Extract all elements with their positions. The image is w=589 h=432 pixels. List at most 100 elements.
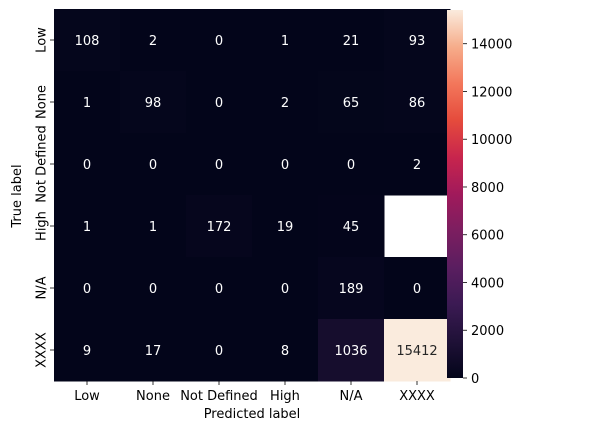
heatmap-cell <box>54 319 121 382</box>
heatmap-cell <box>318 195 385 258</box>
heatmap-cell <box>186 257 253 320</box>
heatmap-cells <box>54 9 451 382</box>
x-axis-title: Predicted label <box>204 407 301 422</box>
heatmap-cell-value: 0 <box>281 158 289 173</box>
x-tick-label: N/A <box>340 389 363 404</box>
heatmap-cell <box>186 319 253 382</box>
heatmap-cell-value: 0 <box>149 158 157 173</box>
heatmap-cell <box>120 319 187 382</box>
x-axis-ticks: Low None Not Defined High N/A XXXX <box>74 381 435 404</box>
colorbar-tick-label: 12000 <box>471 85 512 100</box>
heatmap-cell-value: 21 <box>343 34 360 49</box>
colorbar-tick-label: 2000 <box>471 324 504 339</box>
heatmap-cell-value: 189 <box>339 282 364 297</box>
y-tick-label: Low <box>35 27 50 53</box>
heatmap-cell <box>318 319 385 382</box>
y-tick-label: High <box>35 211 50 241</box>
heatmap-cell-value: 1 <box>149 220 157 235</box>
heatmap-cell-value: 0 <box>215 96 223 111</box>
heatmap-cell-value: 0 <box>215 34 223 49</box>
heatmap-cell-value: 93 <box>409 34 426 49</box>
heatmap-cell-value: 0 <box>215 344 223 359</box>
heatmap-cell-value: 19 <box>277 220 294 235</box>
heatmap-cell-value: 17 <box>145 344 162 359</box>
heatmap-cell <box>252 9 319 72</box>
colorbar-tick-label: 10000 <box>471 133 512 148</box>
heatmap-cell <box>120 133 187 196</box>
y-tick-label: N/A <box>35 276 50 299</box>
heatmap-cell-value: 65 <box>343 96 360 111</box>
x-tick-label: None <box>136 389 170 404</box>
heatmap-cell <box>120 9 187 72</box>
heatmap-cell-value: 86 <box>409 96 426 111</box>
heatmap-cell <box>120 257 187 320</box>
heatmap-cell <box>384 319 451 382</box>
y-axis-title: True label <box>10 164 25 228</box>
heatmap-cell <box>252 71 319 134</box>
heatmap-cell <box>252 257 319 320</box>
heatmap-cell <box>252 319 319 382</box>
heatmap-cell <box>252 133 319 196</box>
colorbar-tick-label: 0 <box>471 372 479 387</box>
heatmap-cell-value: 0 <box>413 282 421 297</box>
heatmap-cell-value: 0 <box>149 282 157 297</box>
heatmap-cell <box>318 9 385 72</box>
heatmap-cell-value: 172 <box>207 220 232 235</box>
heatmap-cell <box>186 9 253 72</box>
heatmap-cell <box>318 71 385 134</box>
heatmap-cell-value: 2 <box>149 34 157 49</box>
heatmap-cell <box>120 195 187 258</box>
heatmap-cell-value: 9 <box>83 344 91 359</box>
colorbar-tick-label: 8000 <box>471 181 504 196</box>
colorbar <box>447 10 463 378</box>
y-tick-label: Not Defined <box>35 125 50 203</box>
heatmap-cell-value: 0 <box>83 282 91 297</box>
heatmap-cell-value: 8 <box>281 344 289 359</box>
x-tick-label: XXXX <box>399 389 435 404</box>
heatmap-cell <box>384 257 451 320</box>
heatmap-cell <box>54 133 121 196</box>
heatmap-cell-value: 45 <box>343 220 360 235</box>
y-axis-ticks: Low None Not Defined High N/A XXXX <box>35 27 54 368</box>
heatmap-cell <box>54 71 121 134</box>
heatmap-cell <box>186 133 253 196</box>
heatmap-cell <box>384 71 451 134</box>
heatmap-cell-value: 2 <box>281 96 289 111</box>
heatmap-cell <box>120 71 187 134</box>
colorbar-tick-label: 14000 <box>471 38 512 53</box>
heatmap-cell <box>384 9 451 72</box>
heatmap-cell-value: 0 <box>83 158 91 173</box>
x-tick-label: Low <box>74 389 100 404</box>
heatmap-cell-value: 0 <box>347 158 355 173</box>
heatmap-cell <box>384 133 451 196</box>
heatmap-cell-value: 1 <box>83 96 91 111</box>
heatmap-cell <box>318 133 385 196</box>
heatmap-cell-value: 2 <box>413 158 421 173</box>
heatmap-cell <box>186 71 253 134</box>
heatmap-cell-value: 1036 <box>334 344 367 359</box>
heatmap-cell <box>54 257 121 320</box>
heatmap-cell <box>54 9 121 72</box>
heatmap-cell-value: 98 <box>145 96 162 111</box>
colorbar-ticks: 0 2000 4000 6000 8000 10000 12000 14000 <box>463 38 512 387</box>
colorbar-tick-label: 6000 <box>471 229 504 244</box>
x-tick-label: Not Defined <box>180 389 258 404</box>
heatmap-cell-value: 15412 <box>396 344 437 359</box>
heatmap-cell-value: 1 <box>281 34 289 49</box>
heatmap-cell <box>318 257 385 320</box>
heatmap-cell-value: 0 <box>215 158 223 173</box>
heatmap-cell-labels: 108 2 0 1 21 931 98 0 2 65 860 0 0 0 0 21 1 172 19 450 0 0 0 18… <box>75 34 438 359</box>
heatmap-cell-value: 1 <box>83 220 91 235</box>
x-tick-label: High <box>270 389 300 404</box>
heatmap-cell <box>252 195 319 258</box>
y-tick-label: None <box>35 85 50 119</box>
heatmap-cell-value: 0 <box>281 282 289 297</box>
y-tick-label: XXXX <box>35 332 50 368</box>
heatmap-cell <box>186 195 253 258</box>
colorbar-tick-label: 4000 <box>471 276 504 291</box>
heatmap-cell <box>54 195 121 258</box>
heatmap-cell-value: 108 <box>75 34 100 49</box>
heatmap-cell-value: 0 <box>215 282 223 297</box>
